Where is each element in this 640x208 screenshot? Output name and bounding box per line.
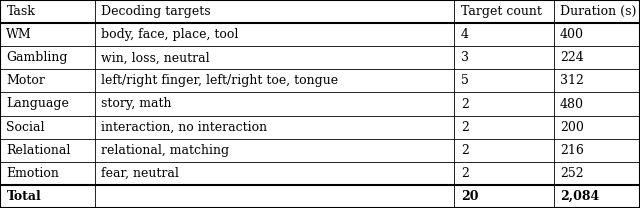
Text: Target count: Target count bbox=[461, 5, 541, 18]
Text: story, math: story, math bbox=[101, 98, 172, 110]
Text: fear, neutral: fear, neutral bbox=[101, 167, 179, 180]
Text: 312: 312 bbox=[560, 74, 584, 87]
Text: interaction, no interaction: interaction, no interaction bbox=[101, 121, 268, 134]
Text: 252: 252 bbox=[560, 167, 584, 180]
Text: 224: 224 bbox=[560, 51, 584, 64]
Text: 2: 2 bbox=[461, 167, 468, 180]
Text: Relational: Relational bbox=[6, 144, 71, 157]
Text: left/right finger, left/right toe, tongue: left/right finger, left/right toe, tongu… bbox=[101, 74, 339, 87]
Text: 5: 5 bbox=[461, 74, 468, 87]
Text: Duration (s): Duration (s) bbox=[560, 5, 636, 18]
Text: win, loss, neutral: win, loss, neutral bbox=[101, 51, 210, 64]
Text: 2,084: 2,084 bbox=[560, 190, 599, 203]
Text: 3: 3 bbox=[461, 51, 469, 64]
Text: 216: 216 bbox=[560, 144, 584, 157]
Text: WM: WM bbox=[6, 28, 32, 41]
Text: 200: 200 bbox=[560, 121, 584, 134]
Text: relational, matching: relational, matching bbox=[101, 144, 229, 157]
Text: body, face, place, tool: body, face, place, tool bbox=[101, 28, 239, 41]
Text: Motor: Motor bbox=[6, 74, 45, 87]
Text: 2: 2 bbox=[461, 121, 468, 134]
Text: Emotion: Emotion bbox=[6, 167, 60, 180]
Text: Language: Language bbox=[6, 98, 69, 110]
Text: Total: Total bbox=[6, 190, 41, 203]
Text: Gambling: Gambling bbox=[6, 51, 68, 64]
Text: 20: 20 bbox=[461, 190, 478, 203]
Text: 480: 480 bbox=[560, 98, 584, 110]
Text: 2: 2 bbox=[461, 98, 468, 110]
Text: 4: 4 bbox=[461, 28, 469, 41]
Text: 2: 2 bbox=[461, 144, 468, 157]
Text: Social: Social bbox=[6, 121, 45, 134]
Text: 400: 400 bbox=[560, 28, 584, 41]
Text: Decoding targets: Decoding targets bbox=[101, 5, 211, 18]
Text: Task: Task bbox=[6, 5, 35, 18]
